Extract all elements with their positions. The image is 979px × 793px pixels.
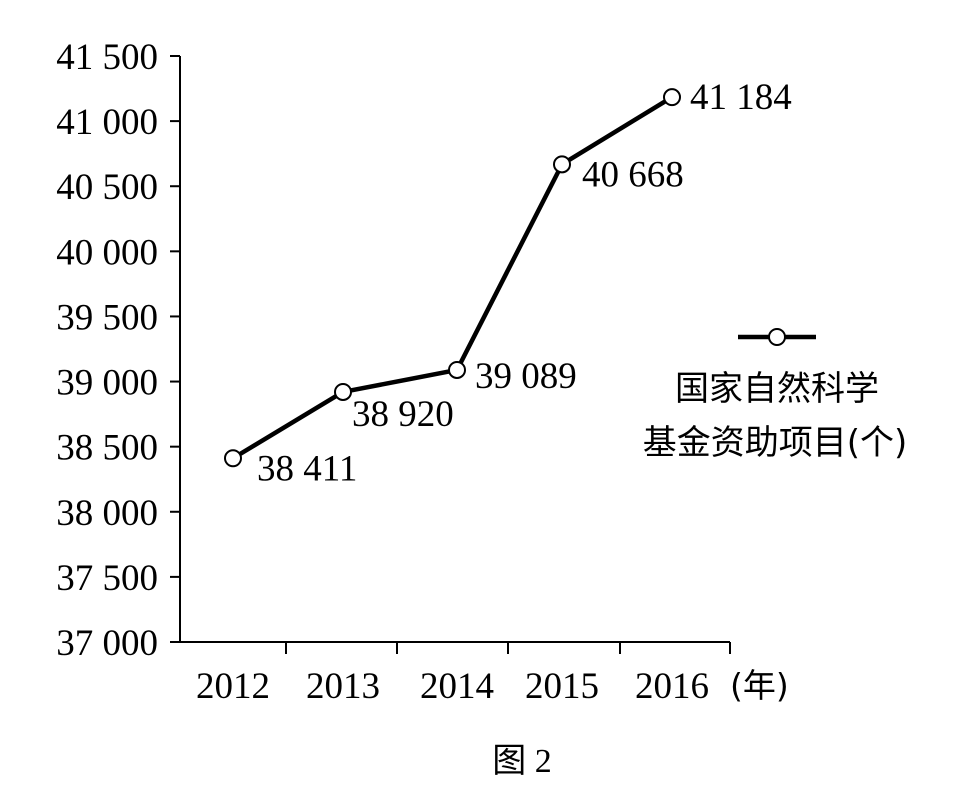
data-point	[334, 382, 352, 401]
data-label: 38 411	[257, 448, 357, 489]
y-tick-label: 38 500	[56, 428, 158, 469]
x-tick-label: 2013	[306, 666, 380, 707]
y-tick-label: 40 000	[56, 232, 158, 273]
y-tick-label: 38 000	[56, 493, 158, 534]
y-tick-label: 37 500	[56, 558, 158, 599]
x-tick-label: 2015	[525, 666, 599, 707]
y-tick-label: 39 500	[56, 297, 158, 338]
legend: 国家自然科学 基金资助项目(个)	[643, 328, 908, 463]
x-tick-label: 2012	[196, 666, 270, 707]
data-label: 41 184	[690, 77, 792, 118]
y-axis: 37 000 37 500 38 000 38 500 39 000 39 500 40 0…	[56, 37, 181, 664]
data-point	[448, 360, 466, 379]
data-label: 39 089	[475, 356, 577, 397]
y-tick-label: 39 000	[56, 363, 158, 404]
data-point	[553, 155, 571, 174]
y-tick-label: 41 500	[56, 37, 158, 78]
y-tick-label: 37 000	[56, 623, 158, 664]
data-point	[224, 449, 242, 468]
data-label: 38 920	[352, 394, 454, 435]
y-tick-label: 41 000	[56, 102, 158, 143]
legend-marker-swatch	[768, 328, 786, 346]
series	[224, 88, 681, 468]
legend-label-line-2: 基金资助项目(个)	[643, 423, 908, 463]
x-tick-label: 2014	[420, 666, 494, 707]
x-axis-unit-label: (年)	[730, 666, 789, 705]
figure-caption: 图 2	[492, 743, 552, 780]
y-tick-label: 40 500	[56, 167, 158, 208]
x-axis: 2012 2013 2014 2015 2016	[180, 641, 731, 707]
data-label: 40 668	[582, 154, 684, 195]
x-tick-label: 2016	[635, 666, 709, 707]
legend-label-line-1: 国家自然科学	[675, 369, 879, 409]
data-point	[663, 88, 681, 107]
